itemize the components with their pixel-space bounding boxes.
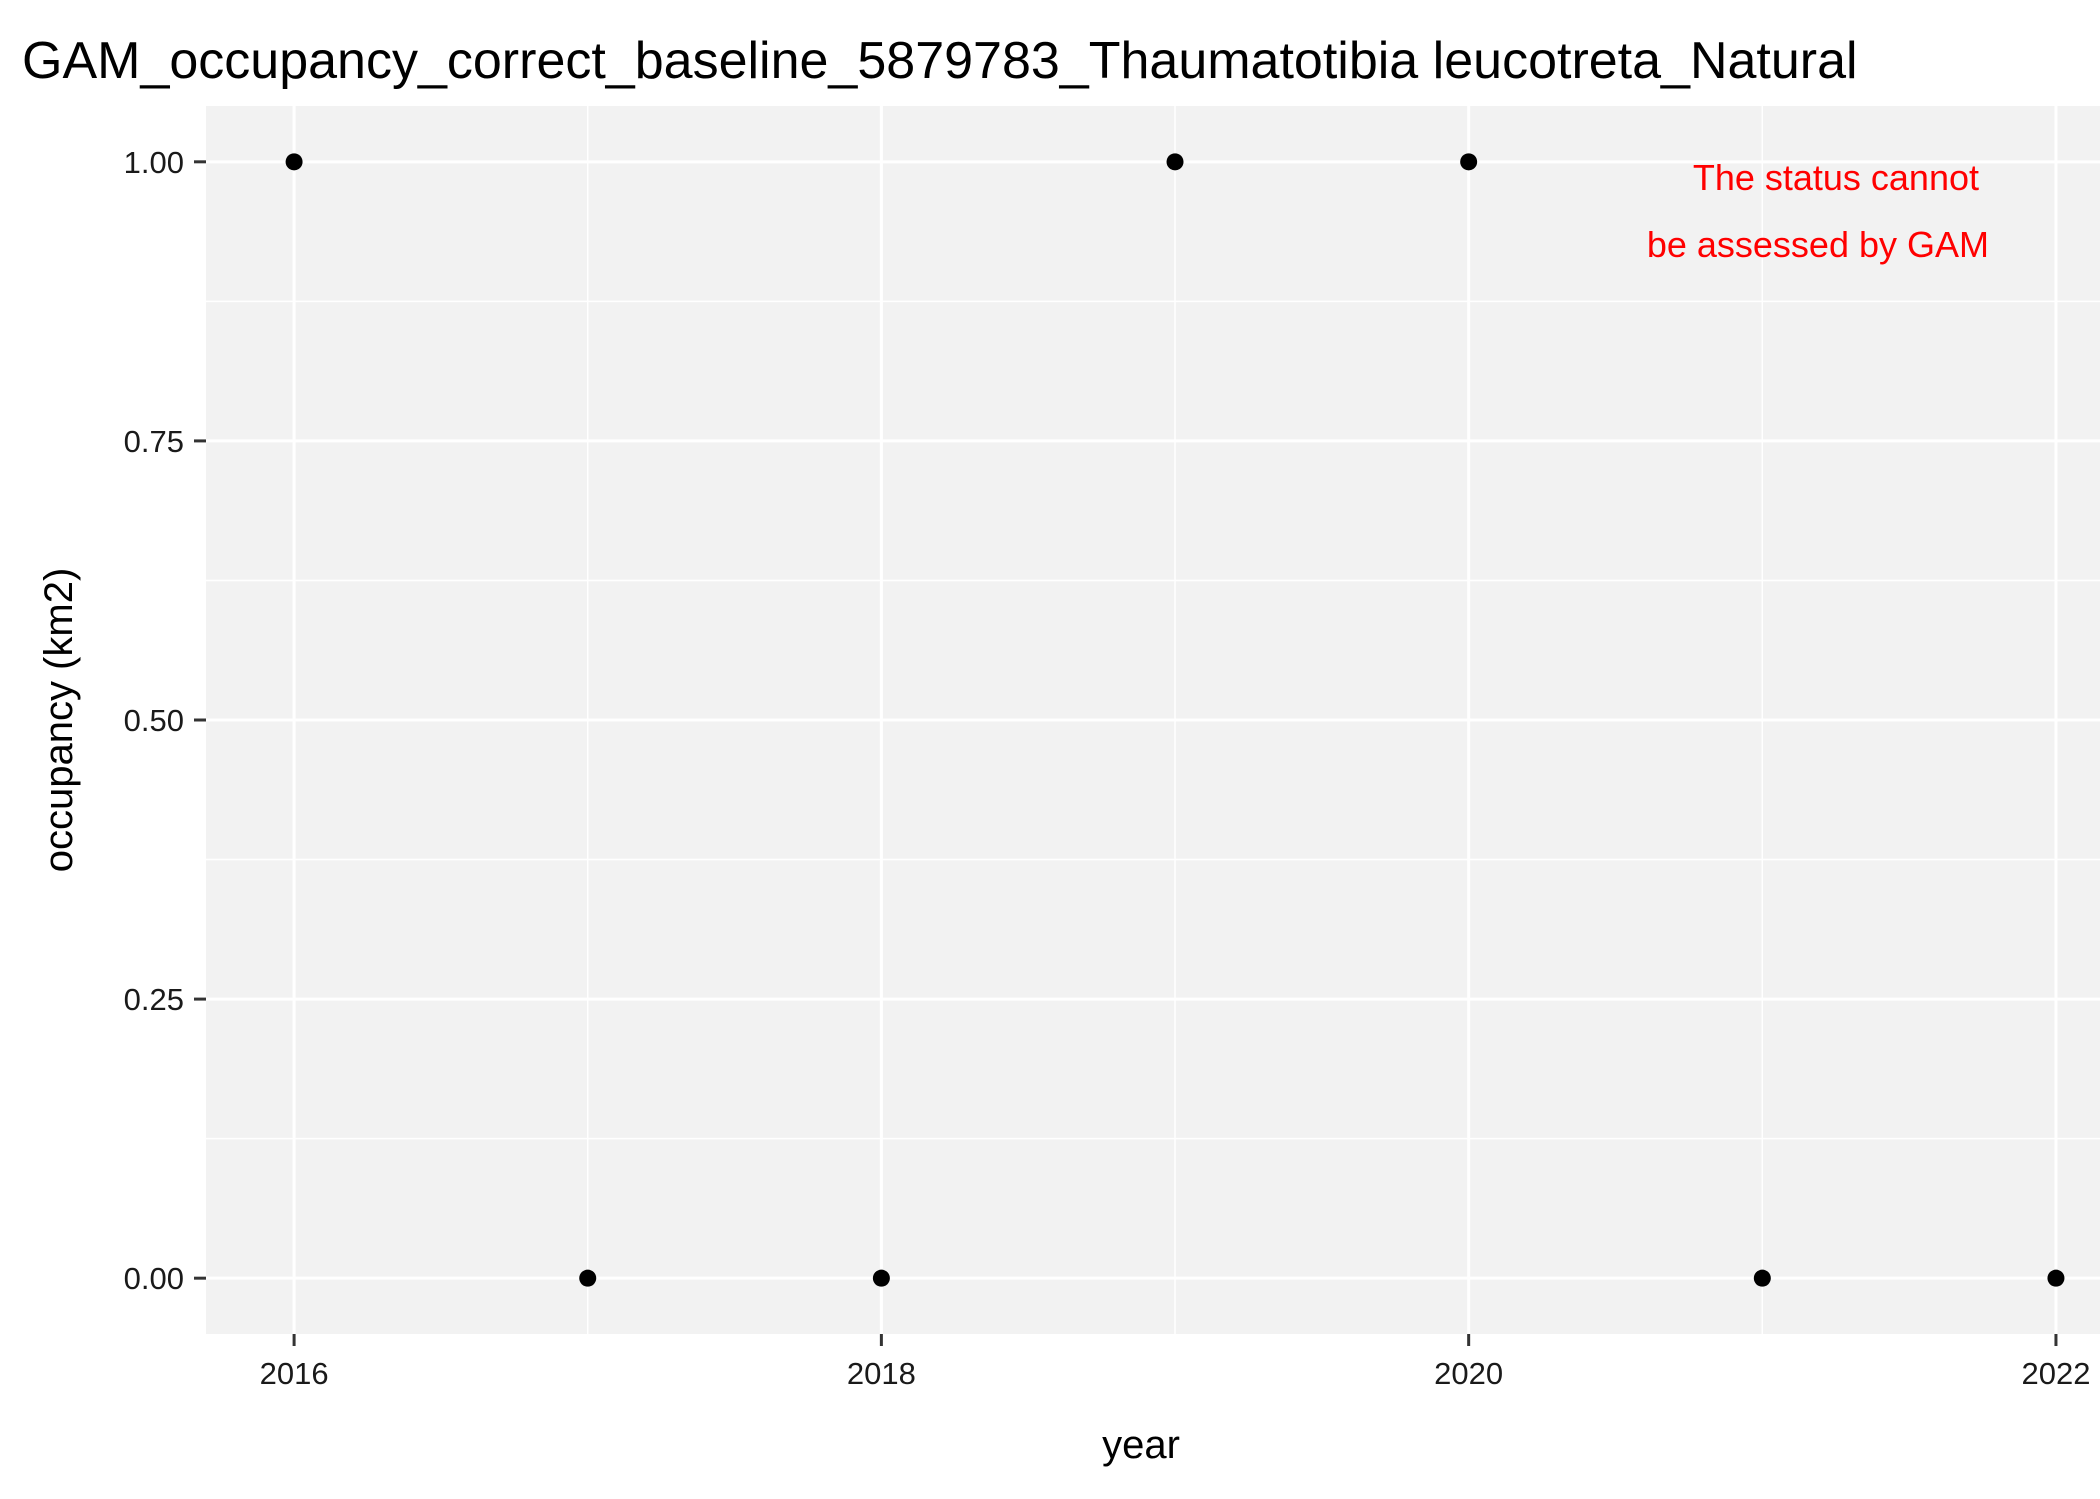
data-point [1753, 1269, 1771, 1287]
data-point [2047, 1269, 2065, 1287]
y-axis-title: occupancy (km2) [37, 568, 81, 873]
data-point [285, 153, 303, 171]
y-tick-label: 1.00 [124, 145, 184, 180]
y-tick-label: 0.00 [124, 1261, 184, 1296]
y-axis: 0.00 0.25 0.50 0.75 1.00 [124, 145, 206, 1296]
data-point [579, 1269, 597, 1287]
data-points [285, 153, 2065, 1287]
y-tick-label: 0.75 [124, 424, 184, 459]
data-point [1460, 153, 1478, 171]
x-tick-label: 2020 [1434, 1356, 1503, 1391]
y-tick-label: 0.50 [124, 703, 184, 738]
x-axis: 2016 2018 2020 2022 [260, 1334, 2090, 1391]
data-point [1166, 153, 1184, 171]
x-tick-label: 2016 [260, 1356, 329, 1391]
y-tick-label: 0.25 [124, 982, 184, 1017]
x-axis-title: year [1102, 1423, 1180, 1467]
major-gridlines [206, 106, 2100, 1334]
x-tick-label: 2022 [2021, 1356, 2090, 1391]
data-point [872, 1269, 890, 1287]
annotation-line-1: The status cannot [1693, 157, 1979, 198]
x-tick-label: 2018 [847, 1356, 916, 1391]
chart-title: GAM_occupancy_correct_baseline_5879783_T… [22, 32, 1858, 90]
annotation-line-2: be assessed by GAM [1647, 224, 1989, 265]
